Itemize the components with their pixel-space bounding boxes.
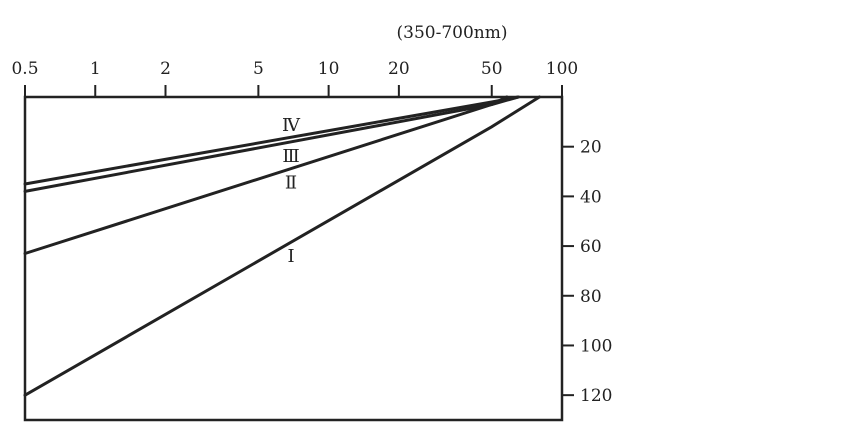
x-tick-label: 50 [481, 59, 503, 79]
x-tick-label: 5 [253, 59, 264, 79]
x-tick-label: 2 [160, 59, 171, 79]
y-tick-label: 100 [580, 336, 612, 356]
series-lines [23, 95, 541, 397]
x-tick-label: 1 [90, 59, 101, 79]
series-label: Ⅲ [282, 146, 299, 167]
series-label: Ⅱ [285, 173, 297, 194]
series-line [23, 95, 520, 186]
y-tick-label: 120 [580, 386, 612, 406]
series-label: Ⅰ [287, 246, 294, 267]
y-tick-label: 60 [580, 237, 602, 257]
series-labels: Ⅳ Ⅲ Ⅱ Ⅰ [282, 115, 301, 267]
x-tick-label: 20 [388, 59, 410, 79]
series-label: Ⅳ [282, 115, 301, 136]
x-tick-label: 10 [318, 59, 340, 79]
x-tick-label: 100 [546, 59, 578, 79]
x-axis-ticks: 0.5 1 2 5 10 20 50 100 [11, 59, 578, 97]
series-line [23, 95, 509, 255]
y-tick-label: 20 [580, 138, 602, 158]
plot-frame [23, 95, 564, 422]
series-line [23, 95, 541, 397]
x-tick-label: 0.5 [11, 59, 38, 79]
y-axis-ticks: 20 40 60 80 100 120 [562, 138, 612, 406]
y-tick-label: 40 [580, 187, 602, 207]
y-tick-label: 80 [580, 287, 602, 307]
x-axis-title: (350-700nm) [397, 23, 508, 43]
